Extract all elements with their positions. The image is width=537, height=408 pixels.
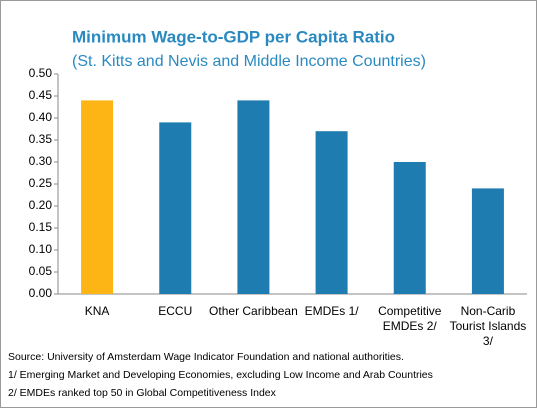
- bar: [315, 131, 348, 294]
- bar: [81, 100, 114, 295]
- note: 2/ EMDEs ranked top 50 in Global Competi…: [8, 387, 277, 399]
- y-tick-label: 0.45: [29, 88, 53, 102]
- y-tick-label: 0.30: [29, 154, 53, 168]
- y-tick-label: 0.05: [29, 264, 53, 278]
- x-tick-label: Competitive EMDEs 2/: [378, 304, 442, 333]
- note: Source: University of Amsterdam Wage Ind…: [8, 351, 404, 363]
- y-tick-label: 0.15: [29, 220, 53, 234]
- y-tick-label: 0.00: [29, 286, 53, 300]
- y-tick-label: 0.10: [29, 242, 53, 256]
- bar: [393, 162, 426, 294]
- bar: [237, 100, 270, 295]
- chart-title: Minimum Wage-to-GDP per Capita Ratio: [72, 27, 395, 46]
- chart-subtitle: (St. Kitts and Nevis and Middle Income C…: [72, 53, 426, 70]
- x-tick-label: KNA: [85, 304, 110, 318]
- x-tick-label: Other Caribbean: [209, 304, 298, 318]
- x-tick-label: ECCU: [158, 304, 192, 318]
- x-tick-label: Non-Carib Tourist Islands 3/: [450, 304, 527, 348]
- y-tick-label: 0.35: [29, 132, 53, 146]
- y-tick-label: 0.50: [29, 66, 53, 80]
- x-tick-label: EMDEs 1/: [305, 304, 360, 318]
- note: 1/ Emerging Market and Developing Econom…: [8, 369, 433, 381]
- y-tick-label: 0.25: [29, 176, 53, 190]
- y-tick-label: 0.20: [29, 198, 53, 212]
- bar: [159, 122, 192, 295]
- bar: [471, 188, 504, 294]
- y-tick-label: 0.40: [29, 110, 53, 124]
